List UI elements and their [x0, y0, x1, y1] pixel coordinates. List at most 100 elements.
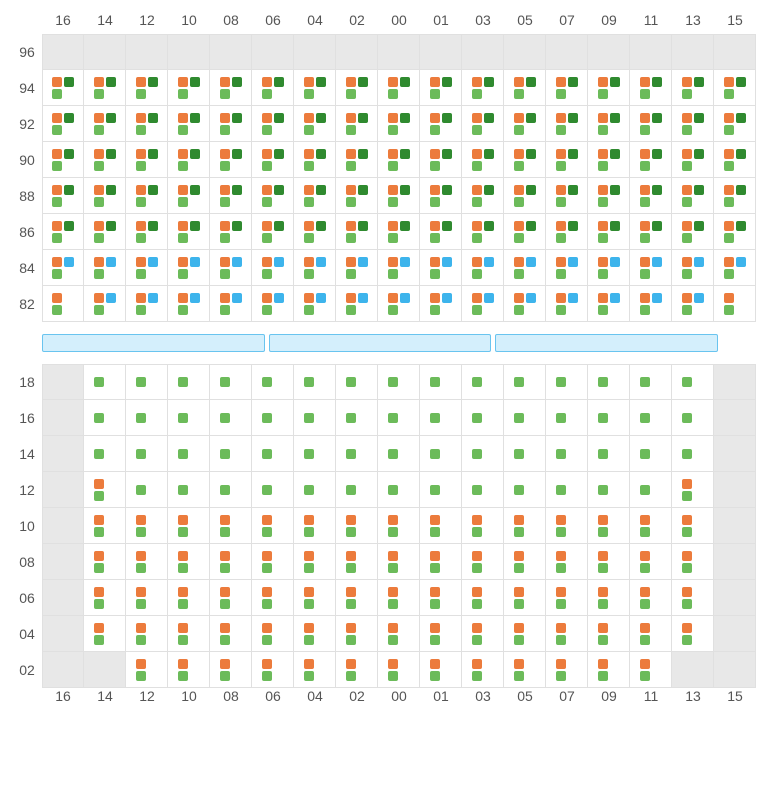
seat-cell[interactable]	[630, 472, 672, 508]
seat-cell[interactable]	[546, 214, 588, 250]
seat-cell[interactable]	[588, 286, 630, 322]
seat-cell[interactable]	[336, 286, 378, 322]
seat-cell[interactable]	[630, 652, 672, 688]
seat-cell[interactable]	[126, 436, 168, 472]
seat-cell[interactable]	[420, 580, 462, 616]
seat-cell[interactable]	[42, 214, 84, 250]
seat-cell[interactable]	[546, 472, 588, 508]
seat-cell[interactable]	[126, 286, 168, 322]
seat-cell[interactable]	[84, 214, 126, 250]
seat-cell[interactable]	[420, 142, 462, 178]
seat-cell[interactable]	[504, 436, 546, 472]
seat-cell[interactable]	[42, 70, 84, 106]
seat-cell[interactable]	[714, 70, 756, 106]
seat-cell[interactable]	[210, 544, 252, 580]
seat-cell[interactable]	[588, 70, 630, 106]
seat-cell[interactable]	[672, 142, 714, 178]
seat-cell[interactable]	[168, 508, 210, 544]
seat-cell[interactable]	[588, 250, 630, 286]
seat-cell[interactable]	[672, 286, 714, 322]
seat-cell[interactable]	[546, 616, 588, 652]
seat-cell[interactable]	[210, 364, 252, 400]
seat-cell[interactable]	[126, 580, 168, 616]
seat-cell[interactable]	[420, 250, 462, 286]
seat-cell[interactable]	[504, 70, 546, 106]
seat-cell[interactable]	[420, 400, 462, 436]
seat-cell[interactable]	[84, 580, 126, 616]
seat-cell[interactable]	[588, 400, 630, 436]
seat-cell[interactable]	[378, 142, 420, 178]
seat-cell[interactable]	[504, 580, 546, 616]
seat-cell[interactable]	[168, 436, 210, 472]
seat-cell[interactable]	[420, 544, 462, 580]
seat-cell[interactable]	[336, 436, 378, 472]
seat-cell[interactable]	[252, 70, 294, 106]
seat-cell[interactable]	[210, 652, 252, 688]
seat-cell[interactable]	[546, 142, 588, 178]
seat-cell[interactable]	[84, 508, 126, 544]
seat-cell[interactable]	[714, 286, 756, 322]
seat-cell[interactable]	[210, 286, 252, 322]
seat-cell[interactable]	[252, 544, 294, 580]
seat-cell[interactable]	[294, 250, 336, 286]
seat-cell[interactable]	[588, 214, 630, 250]
seat-cell[interactable]	[168, 70, 210, 106]
seat-cell[interactable]	[378, 400, 420, 436]
seat-cell[interactable]	[672, 436, 714, 472]
seat-cell[interactable]	[462, 400, 504, 436]
seat-cell[interactable]	[546, 436, 588, 472]
seat-cell[interactable]	[126, 364, 168, 400]
seat-cell[interactable]	[84, 436, 126, 472]
seat-cell[interactable]	[294, 70, 336, 106]
seat-cell[interactable]	[672, 70, 714, 106]
seat-cell[interactable]	[168, 178, 210, 214]
seat-cell[interactable]	[84, 364, 126, 400]
seat-cell[interactable]	[714, 142, 756, 178]
seat-cell[interactable]	[420, 364, 462, 400]
seat-cell[interactable]	[714, 106, 756, 142]
seat-cell[interactable]	[504, 472, 546, 508]
seat-cell[interactable]	[504, 250, 546, 286]
seat-cell[interactable]	[210, 106, 252, 142]
seat-cell[interactable]	[462, 214, 504, 250]
seat-cell[interactable]	[42, 178, 84, 214]
seat-cell[interactable]	[126, 472, 168, 508]
seat-cell[interactable]	[588, 142, 630, 178]
seat-cell[interactable]	[252, 142, 294, 178]
seat-cell[interactable]	[126, 544, 168, 580]
seat-cell[interactable]	[294, 580, 336, 616]
seat-cell[interactable]	[672, 580, 714, 616]
seat-cell[interactable]	[420, 508, 462, 544]
seat-cell[interactable]	[546, 508, 588, 544]
seat-cell[interactable]	[252, 508, 294, 544]
seat-cell[interactable]	[462, 472, 504, 508]
seat-cell[interactable]	[84, 106, 126, 142]
seat-cell[interactable]	[294, 652, 336, 688]
seat-cell[interactable]	[42, 286, 84, 322]
seat-cell[interactable]	[462, 544, 504, 580]
seat-cell[interactable]	[252, 472, 294, 508]
seat-cell[interactable]	[630, 544, 672, 580]
seat-cell[interactable]	[378, 178, 420, 214]
seat-cell[interactable]	[294, 508, 336, 544]
seat-cell[interactable]	[336, 214, 378, 250]
seat-cell[interactable]	[378, 616, 420, 652]
seat-cell[interactable]	[294, 472, 336, 508]
seat-cell[interactable]	[546, 580, 588, 616]
seat-cell[interactable]	[378, 70, 420, 106]
seat-cell[interactable]	[588, 106, 630, 142]
seat-cell[interactable]	[546, 652, 588, 688]
seat-cell[interactable]	[294, 436, 336, 472]
seat-cell[interactable]	[630, 250, 672, 286]
seat-cell[interactable]	[252, 652, 294, 688]
seat-cell[interactable]	[546, 544, 588, 580]
seat-cell[interactable]	[336, 472, 378, 508]
seat-cell[interactable]	[378, 652, 420, 688]
seat-cell[interactable]	[168, 652, 210, 688]
seat-cell[interactable]	[504, 142, 546, 178]
seat-cell[interactable]	[126, 106, 168, 142]
seat-cell[interactable]	[168, 106, 210, 142]
seat-cell[interactable]	[126, 178, 168, 214]
seat-cell[interactable]	[252, 400, 294, 436]
seat-cell[interactable]	[126, 400, 168, 436]
